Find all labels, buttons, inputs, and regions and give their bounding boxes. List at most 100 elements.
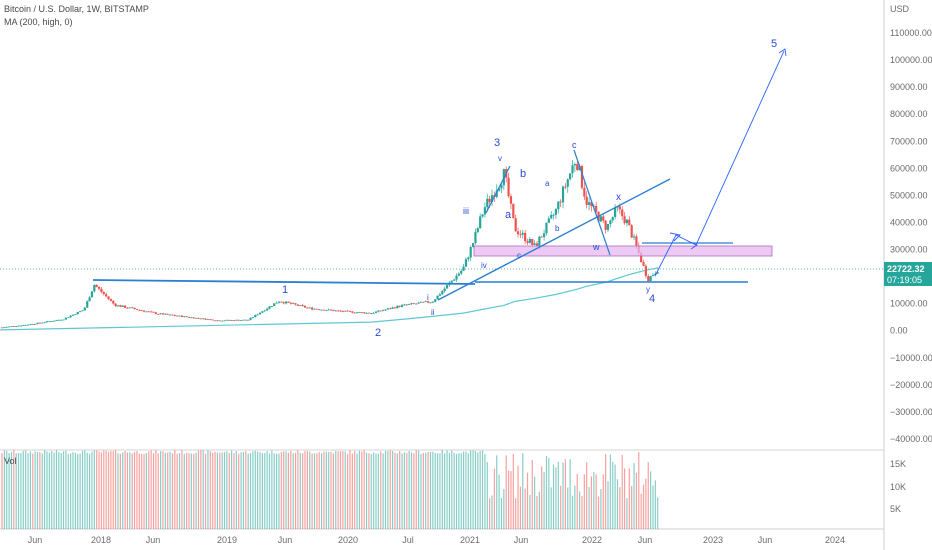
candle-body [69, 315, 72, 318]
volume-bar [162, 451, 164, 529]
candle-body [237, 319, 240, 321]
price-axis[interactable]: USD 110000.00 100000.00 90000.00 80000.00 70… [890, 4, 932, 444]
candle-body [311, 307, 314, 310]
candle-body [287, 301, 290, 303]
rising-trendline[interactable] [437, 178, 671, 301]
volume-bar [339, 451, 342, 529]
candle-body [247, 319, 250, 321]
candle-body [455, 275, 458, 280]
candle-body [509, 196, 513, 204]
candle-body [313, 308, 316, 310]
volume-bar [489, 498, 491, 529]
candle-body [382, 310, 385, 312]
volume-bar [593, 472, 595, 529]
volume-bar [65, 450, 67, 529]
wave-v-trendline[interactable] [485, 165, 511, 214]
time-axis[interactable]: Jun 2018 Jun 2019 Jun 2020 Jul 2021 Jun 2022 Jun 20… [28, 535, 845, 545]
candle-body [325, 310, 328, 312]
candle-body [232, 320, 236, 321]
candle-body [599, 216, 603, 222]
candle-body [609, 220, 612, 224]
volume-bar [32, 453, 34, 529]
volume-bar [79, 453, 81, 529]
wave-label-3: 3 [494, 137, 500, 149]
candle-body [261, 311, 264, 313]
volume-bar [368, 453, 370, 529]
candle-body [630, 225, 633, 238]
volume-bar [337, 451, 339, 529]
candle-body [370, 313, 373, 315]
volume-bar [126, 452, 129, 529]
wave-label-x: x [616, 192, 621, 203]
symbol-title[interactable]: Bitcoin / U.S. Dollar, 1W, BITSTAMP [4, 4, 149, 14]
price-tick-label: −20000.00 [890, 380, 932, 390]
volume-bar [29, 451, 32, 529]
candle-body [22, 325, 25, 326]
support-zone[interactable] [473, 245, 773, 257]
volume-bar [195, 452, 197, 529]
volume-bar [174, 450, 176, 529]
volume-bar [614, 464, 616, 529]
volume-bar [605, 454, 607, 529]
candle-body [60, 319, 63, 321]
volume-bar [60, 452, 62, 529]
projection-path[interactable] [654, 50, 785, 277]
volume-bar [302, 453, 304, 529]
price-pane[interactable] [0, 0, 884, 452]
candle-body [228, 319, 231, 321]
volume-bar [228, 452, 230, 529]
top-trendline[interactable] [573, 149, 611, 256]
volume-histogram [1, 450, 659, 529]
price-tick-label: 10000.00 [890, 299, 928, 309]
candle-body [367, 312, 371, 314]
candle-body [521, 232, 524, 235]
candle-body [559, 201, 562, 203]
candle-body [256, 314, 259, 316]
candle-body [453, 279, 456, 281]
resistance-line-2017[interactable] [92, 279, 476, 285]
volume-bar [22, 450, 24, 529]
candle-body [467, 257, 470, 260]
candle-body [334, 310, 337, 312]
volume-bar [212, 452, 214, 529]
candle-body [301, 305, 304, 306]
volume-bar [607, 481, 609, 529]
candle-body [519, 234, 522, 235]
volume-bar [638, 452, 640, 529]
candle-body [223, 320, 226, 322]
indicator-legend[interactable]: MA (200, high, 0) [4, 17, 73, 27]
volume-bar [202, 450, 204, 529]
candle-body [17, 325, 20, 327]
volume-bar [524, 488, 526, 529]
candle-body [405, 304, 408, 306]
candle-body [614, 207, 617, 217]
volume-bar [441, 450, 443, 529]
candle-body [266, 308, 269, 311]
candle-body [180, 315, 184, 317]
wave-label-iv: iv [481, 261, 487, 270]
volume-bar [448, 452, 451, 529]
candle-body [363, 312, 366, 314]
volume-bar [552, 464, 555, 529]
candle-body [538, 236, 541, 247]
candle-body [379, 310, 382, 312]
volume-bar [571, 495, 574, 529]
candle-body [576, 163, 579, 170]
candle-body [239, 320, 243, 321]
candle-body [62, 319, 65, 321]
candle-body [31, 324, 34, 325]
candle-body [119, 305, 122, 307]
candle-body [95, 285, 98, 288]
volume-bar [103, 450, 105, 529]
candle-body [424, 301, 427, 303]
candle-body [571, 165, 574, 174]
volume-bar [595, 474, 597, 529]
candle-body [303, 305, 307, 308]
volume-axis[interactable]: 15K 10K 5K [890, 459, 906, 514]
candle-body [209, 319, 212, 321]
volume-legend[interactable]: Vol [4, 456, 17, 466]
volume-bar [235, 451, 237, 529]
candle-body [415, 303, 418, 305]
candle-body [45, 321, 49, 323]
